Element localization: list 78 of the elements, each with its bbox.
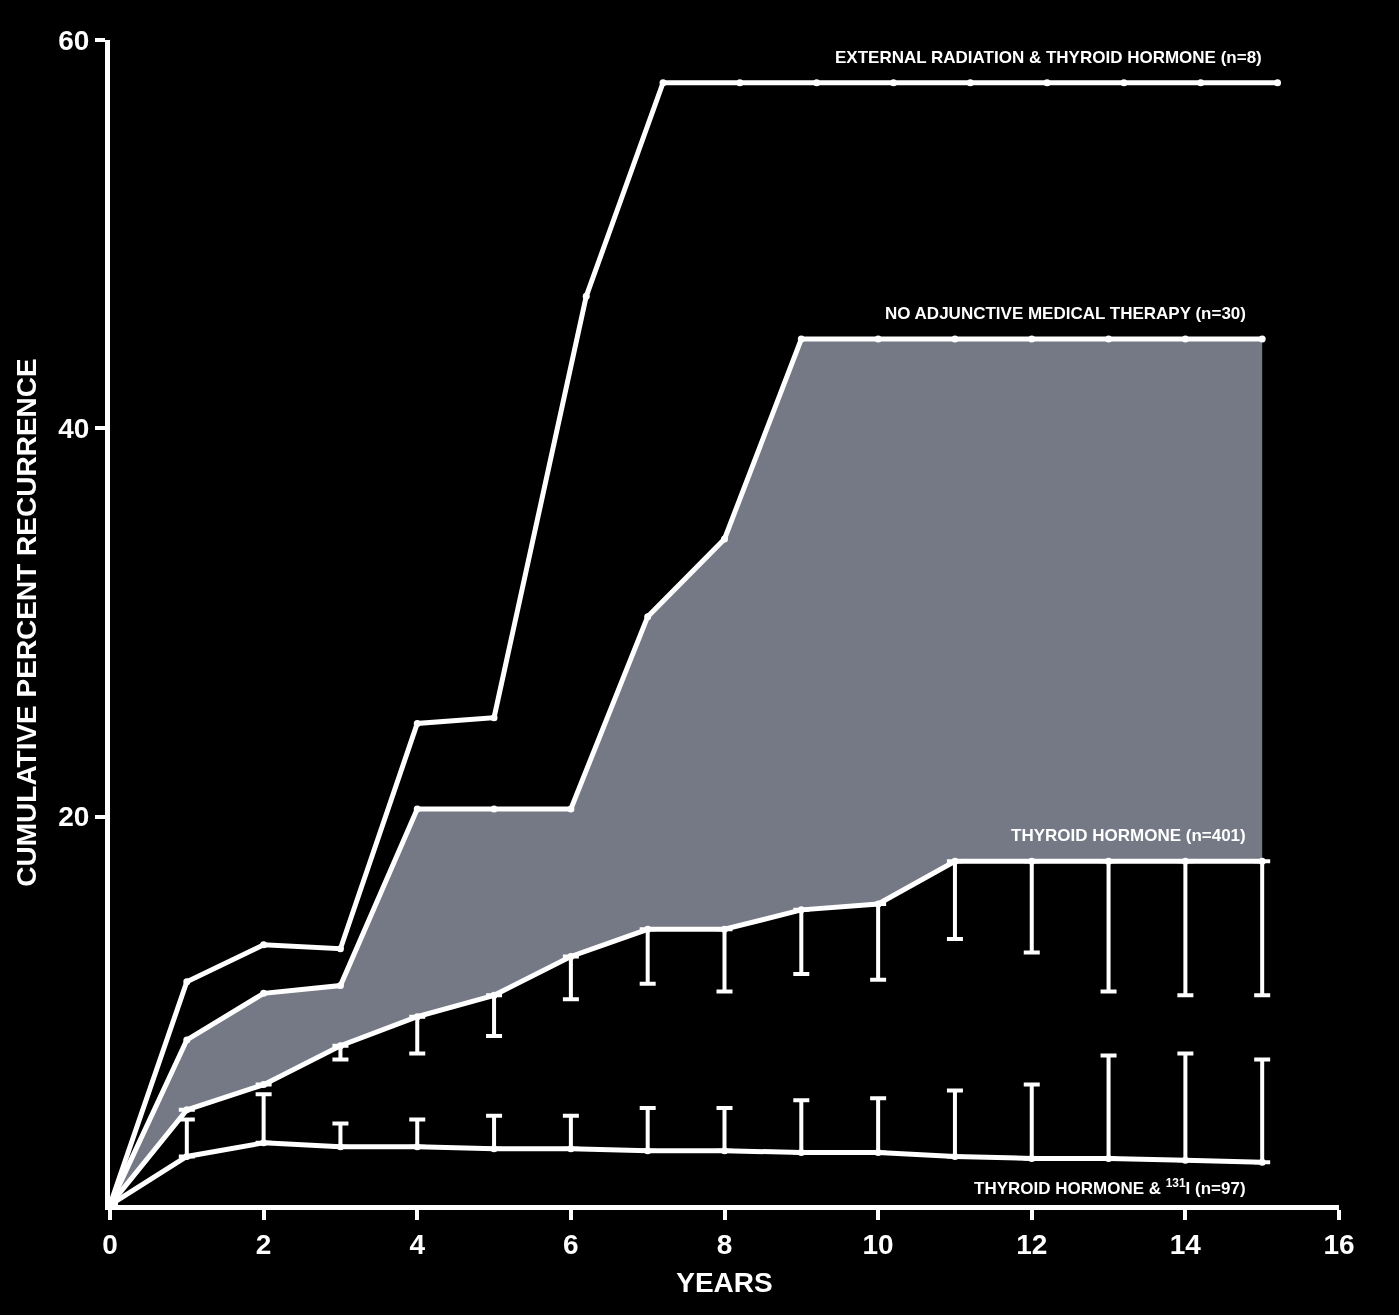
point (797, 906, 805, 914)
point (644, 613, 652, 621)
point (874, 335, 882, 343)
point (567, 1145, 575, 1153)
x-tick-label: 2 (255, 1228, 272, 1260)
point (1258, 335, 1266, 343)
point (644, 925, 652, 933)
point (889, 79, 897, 87)
x-tick-label: 0 (102, 1228, 118, 1260)
point (874, 900, 882, 908)
x-tick-label: 10 (862, 1228, 894, 1260)
point (1028, 335, 1036, 343)
point (183, 1152, 191, 1160)
point (1181, 1156, 1189, 1164)
point (413, 1013, 421, 1021)
x-tick-label: 6 (563, 1228, 579, 1260)
point (183, 1036, 191, 1044)
point (659, 79, 667, 87)
point (336, 1143, 344, 1151)
point (951, 335, 959, 343)
point (721, 925, 728, 933)
y-tick-label: 40 (58, 413, 90, 445)
point (582, 292, 590, 300)
point (1197, 79, 1205, 87)
point (260, 989, 268, 997)
point (413, 805, 421, 813)
y-tick-label: 20 (58, 801, 90, 833)
series-label: EXTERNAL RADIATION & THYROID HORMONE (n=8) (835, 48, 1262, 67)
y-tick-label: 60 (58, 24, 90, 56)
series-label: NO ADJUNCTIVE MEDICAL THERAPY (n=30) (885, 304, 1246, 323)
x-tick-label: 4 (409, 1228, 426, 1260)
point (874, 1149, 882, 1157)
series-label: THYROID HORMONE (n=401) (1011, 826, 1246, 845)
point (951, 857, 959, 865)
point (567, 952, 575, 960)
point (336, 982, 344, 990)
point (1274, 79, 1282, 87)
point (951, 1152, 959, 1160)
series-label: THYROID HORMONE & $^{131}$I (n=97) (974, 1176, 1246, 1199)
point (490, 1145, 498, 1153)
point (1258, 857, 1266, 865)
x-tick-label: 16 (1323, 1228, 1355, 1260)
point (490, 805, 498, 813)
point (413, 1143, 421, 1151)
point (260, 1081, 268, 1089)
point (1181, 335, 1189, 343)
point (966, 79, 974, 87)
point (736, 79, 744, 87)
point (1120, 79, 1128, 87)
point (1105, 1154, 1113, 1162)
x-tick-label: 8 (716, 1228, 733, 1260)
point (490, 991, 498, 999)
point (260, 941, 268, 949)
point (336, 945, 344, 953)
x-tick-label: 14 (1169, 1228, 1202, 1260)
point (721, 535, 728, 543)
point (1105, 857, 1113, 865)
point (797, 1149, 805, 1157)
x-axis-title: YEARS (676, 1266, 773, 1298)
point (1105, 335, 1113, 343)
point (797, 335, 805, 343)
point (336, 1042, 344, 1050)
point (490, 714, 498, 722)
x-tick-label: 12 (1016, 1228, 1048, 1260)
point (644, 1147, 652, 1155)
point (1043, 79, 1051, 87)
point (1181, 857, 1189, 865)
point (260, 1139, 268, 1147)
point (183, 1106, 191, 1114)
point (567, 805, 575, 813)
y-axis-title: CUMULATIVE PERCENT RECURRENCE (10, 358, 42, 887)
point (183, 978, 191, 986)
point (1028, 1154, 1036, 1162)
point (721, 1147, 728, 1155)
point (1258, 1158, 1266, 1166)
point (413, 719, 421, 727)
point (813, 79, 821, 87)
point (1028, 857, 1036, 865)
